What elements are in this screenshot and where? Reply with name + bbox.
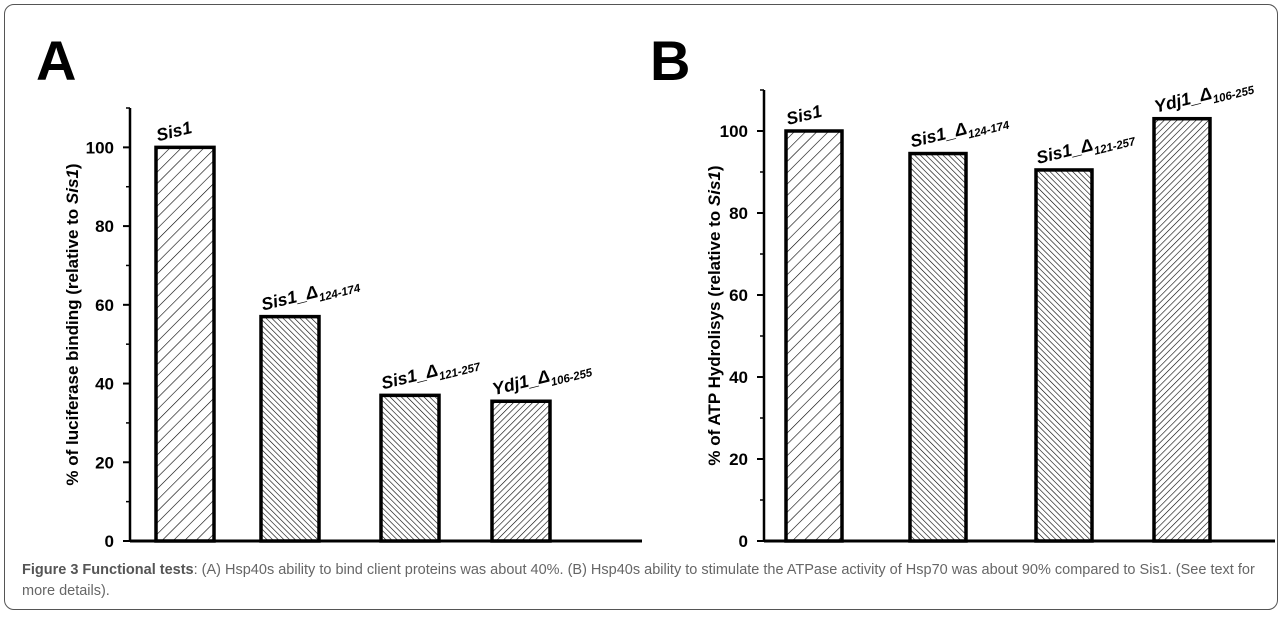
chart-panel-a: A % of luciferase binding (relative to Si… bbox=[8, 4, 644, 560]
chart-panel-b: B % of ATP Hydrolisys (relative to Sis1) 0… bbox=[650, 4, 1278, 560]
y-tick-label-a-100: 100 bbox=[86, 138, 114, 157]
y-tick-label-b-100: 100 bbox=[720, 122, 748, 141]
caption-heading: Figure 3 Functional tests bbox=[22, 562, 194, 578]
bar-b-3 bbox=[1152, 116, 1212, 543]
bar-a-1 bbox=[259, 314, 321, 543]
panel-label-a: A bbox=[36, 29, 76, 92]
bar-b-2 bbox=[1034, 168, 1094, 543]
y-axis-label-a: % of luciferase binding (relative to Sis… bbox=[63, 163, 82, 485]
panel-label-b: B bbox=[650, 29, 690, 92]
bar-label-a-3: Ydj1_Δ106-255 bbox=[490, 355, 594, 403]
bar-a-3 bbox=[490, 399, 552, 543]
figure-caption: Figure 3 Functional tests: (A) Hsp40s ab… bbox=[22, 560, 1267, 602]
bar-label-b-0: Sis1 bbox=[784, 101, 824, 129]
bar-label-b-2: Sis1_Δ121-257 bbox=[1034, 124, 1137, 172]
y-tick-label-b-60: 60 bbox=[729, 286, 748, 305]
bar-label-a-1: Sis1_Δ124-174 bbox=[259, 271, 362, 319]
y-tick-label-a-40: 40 bbox=[95, 375, 114, 394]
bar-label-a-0: Sis1 bbox=[154, 117, 194, 145]
chart-b-svg: B % of ATP Hydrolisys (relative to Sis1) 0… bbox=[650, 29, 1275, 551]
bar-b-1 bbox=[908, 151, 968, 543]
y-tick-label-b-20: 20 bbox=[729, 450, 748, 469]
bar-label-b-1: Sis1_Δ124-174 bbox=[908, 108, 1011, 156]
y-axis-label-b: % of ATP Hydrolisys (relative to Sis1) bbox=[705, 165, 724, 465]
y-tick-label-b-0: 0 bbox=[739, 532, 748, 551]
chart-a-svg: A % of luciferase binding (relative to Si… bbox=[36, 29, 642, 551]
bar-a-2 bbox=[379, 393, 441, 543]
y-tick-label-a-20: 20 bbox=[95, 453, 114, 472]
bar-label-b-3: Ydj1_Δ106-255 bbox=[1152, 73, 1256, 121]
bar-b-0 bbox=[784, 129, 844, 543]
figure-frame bbox=[4, 4, 1278, 610]
y-tick-label-b-40: 40 bbox=[729, 368, 748, 387]
bar-a-0 bbox=[154, 145, 216, 543]
y-tick-label-a-60: 60 bbox=[95, 296, 114, 315]
y-tick-label-b-80: 80 bbox=[729, 204, 748, 223]
caption-text: : (A) Hsp40s ability to bind client prot… bbox=[22, 562, 1255, 599]
y-tick-label-a-80: 80 bbox=[95, 217, 114, 236]
y-tick-label-a-0: 0 bbox=[105, 532, 114, 551]
bar-label-a-2: Sis1_Δ121-257 bbox=[379, 350, 482, 398]
